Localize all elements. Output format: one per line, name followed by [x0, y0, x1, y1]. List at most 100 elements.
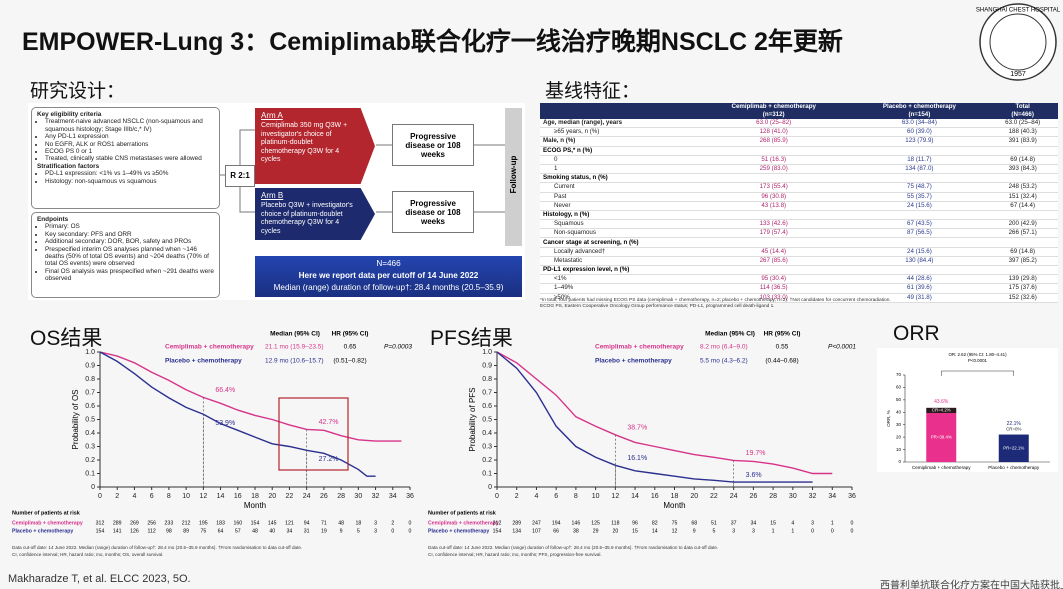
table-cell: 248 (53.2): [1008, 183, 1037, 191]
table-cell: 49 (31.8): [907, 293, 932, 301]
table-cell: 259 (83.0): [759, 165, 788, 173]
at-risk-value: 20: [612, 528, 618, 534]
bullet-item: Histology: non-squamous vs squamous: [45, 178, 214, 185]
follow-up-bar: Follow-up: [505, 108, 522, 246]
at-risk-value: 118: [611, 520, 619, 526]
table-row: Current 173 (55.4) 75 (48.7) 248 (53.2): [540, 183, 1058, 192]
table-cell: 61 (39.6): [907, 284, 932, 292]
y-axis-label: ORR, %: [886, 410, 891, 427]
table-cell: 63.0 (25–82): [756, 119, 792, 127]
title: EMPOWER-Lung 3：Cemiplimab联合化疗一线治疗晚期NSCLC…: [22, 28, 843, 56]
x-tick-label: 32: [809, 493, 817, 500]
x-tick-label: 26: [320, 493, 328, 500]
table-row: <1% 95 (30.4) 44 (28.6) 139 (29.8): [540, 275, 1058, 284]
at-risk-value: 14: [652, 528, 658, 534]
at-risk-value: 40: [269, 528, 275, 534]
total-label: 43.6%: [934, 399, 949, 405]
x-tick-label: 6: [150, 493, 154, 500]
table-row: Male, n (%) 268 (85.9) 123 (79.9) 391 (83.9…: [540, 137, 1058, 147]
header-cell: Placebo + chemotherapy (n=154): [851, 103, 988, 119]
at-risk-value: 0: [409, 528, 412, 534]
bar-label: CR=0%: [1006, 427, 1021, 432]
row-label: Metastatic: [554, 256, 583, 264]
x-tick-label: 30: [789, 493, 797, 500]
hr-ci: (0.51–0.82): [333, 358, 366, 365]
at-risk-value: 1: [772, 528, 775, 534]
at-risk-value: 212: [182, 520, 191, 526]
at-risk-value: 3: [752, 528, 755, 534]
at-risk-value: 247: [532, 520, 541, 526]
logo-year: 1957: [1010, 71, 1026, 78]
at-risk-value: 134: [512, 528, 521, 534]
at-risk-value: 57: [235, 528, 241, 534]
table-row: Squamous 133 (42.6) 67 (43.5) 200 (42.9): [540, 220, 1058, 229]
at-risk-value: 195: [199, 520, 208, 526]
table-cell: 188 (40.3): [1008, 128, 1037, 136]
median-value: 21.1 mo (15.9–23.5): [265, 344, 324, 351]
table-cell: 63.0 (34–84): [901, 119, 937, 127]
bar-label: PR=39.4%: [931, 435, 952, 440]
header-cell: [540, 103, 696, 119]
y-tick-label: 1.0: [482, 349, 492, 356]
table-cell: 268 (85.9): [759, 137, 788, 145]
row-label: Past: [554, 192, 567, 200]
section-heading: 研究设计：: [30, 81, 126, 102]
x-tick-label: 0: [98, 493, 102, 500]
row-label: Locally advanced†: [554, 247, 606, 255]
x-tick-label: 4: [534, 493, 538, 500]
footnote: Data cut-off date: 14 June 2022. Median …: [428, 545, 718, 550]
landmark-label: 19.7%: [746, 450, 766, 457]
at-risk-value: 194: [552, 520, 561, 526]
table-row: Age, median (range), years 63.0 (25–82) 63…: [540, 119, 1058, 128]
at-risk-value: 146: [572, 520, 581, 526]
table-cell: 96 (30.8): [761, 192, 787, 200]
table-cell: 24 (15.6): [907, 247, 932, 255]
y-axis-label: Probability of PFS: [468, 387, 477, 451]
row-heading: Smoking status, n (%): [543, 174, 608, 182]
median-value: 8.2 mo (6.4–9.0): [700, 344, 748, 351]
at-risk-value: 3: [374, 520, 377, 526]
footnote: CI, confidence interval; HR, hazard rati…: [428, 552, 602, 557]
at-risk-value: 2: [391, 520, 394, 526]
bullet-item: PD-L1 expression: <1% vs 1–49% vs ≥50%: [45, 170, 214, 177]
logo-ring: [989, 13, 1047, 71]
at-risk-value: 126: [130, 528, 139, 534]
endpoints-box: Endpoints Primary: OSKey secondary: PFS …: [31, 212, 220, 298]
at-risk-title: Number of patients at risk: [12, 510, 81, 516]
table-row: Non-squamous 179 (57.4) 87 (56.5) 266 (57.1…: [540, 229, 1058, 238]
x-tick-label: 28: [769, 493, 777, 500]
y-tick-label: 10: [896, 447, 902, 452]
at-risk-value: 1: [831, 520, 834, 526]
table-cell: 44 (28.6): [907, 275, 932, 283]
at-risk-value: 141: [113, 528, 122, 534]
at-risk-value: 68: [691, 520, 697, 526]
row-heading: Histology, n (%): [543, 210, 590, 218]
highlight-box: [278, 397, 349, 471]
x-tick-label: 36: [406, 493, 414, 500]
y-tick-label: 0.5: [85, 416, 95, 423]
at-risk-value: 256: [147, 520, 156, 526]
table-row: 1–49% 114 (36.5) 61 (39.6) 175 (37.6): [540, 284, 1058, 294]
x-tick-label: 10: [592, 493, 600, 500]
at-risk-value: 71: [321, 520, 327, 526]
x-tick-label: 34: [828, 493, 836, 500]
table-cell: 55 (35.7): [907, 192, 932, 200]
at-risk-value: 15: [770, 520, 776, 526]
table-cell: 67 (14.4): [1010, 201, 1036, 209]
x-tick-label: 4: [132, 493, 136, 500]
y-tick-label: 0.6: [85, 403, 95, 410]
table-cell: 152 (32.6): [1008, 293, 1037, 301]
at-risk-value: 3: [732, 528, 735, 534]
y-tick-label: 30: [896, 422, 902, 427]
table-cell: 43 (13.8): [761, 201, 787, 209]
table-cell: 45 (14.4): [761, 247, 787, 255]
table-row: ≥65 years, n (%) 128 (41.0) 60 (39.0) 188 (…: [540, 128, 1058, 137]
table-cell: 75 (48.7): [907, 183, 932, 191]
row-heading: PD-L1 expression level, n (%): [543, 266, 630, 274]
landmark-label: 53.9%: [215, 420, 235, 427]
arm-text: Cemiplimab 350 mg Q3W + investigator's c…: [261, 122, 348, 164]
table-cell: 200 (42.9): [1008, 220, 1037, 228]
table-row: 0 51 (16.3) 18 (11.7) 69 (14.8): [540, 155, 1058, 165]
bullet-list: PD-L1 expression: <1% vs 1–49% vs ≥50%Hi…: [37, 170, 214, 185]
